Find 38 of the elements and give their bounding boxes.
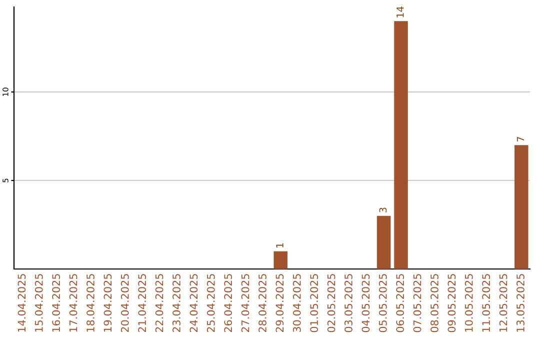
x-tick-label: 24.04.2025: [190, 274, 198, 332]
x-tick-label: 28.04.2025: [258, 274, 266, 332]
x-tick-label: 11.05.2025: [482, 274, 490, 332]
bar: [376, 216, 391, 269]
bar: [514, 145, 528, 269]
x-tick-label: 01.05.2025: [310, 274, 318, 332]
data-label: 1: [276, 243, 284, 248]
x-tick-label: 18.04.2025: [86, 274, 94, 332]
x-tick-label: 17.04.2025: [69, 274, 78, 332]
bar: [394, 21, 408, 269]
x-tick-label: 09.05.2025: [448, 274, 456, 332]
data-label: 14: [396, 6, 404, 18]
bar: [274, 251, 288, 269]
x-tick-label: 27.04.2025: [241, 274, 250, 332]
data-label: 3: [379, 208, 387, 212]
x-tick-label: 05.05.2025: [378, 274, 387, 332]
x-tick-label: 13.05.2025: [516, 274, 524, 332]
x-tick-label: 06.05.2025: [396, 274, 404, 332]
x-tick-label: 14.04.2025: [18, 274, 26, 332]
x-tick-label: 23.04.2025: [172, 274, 180, 332]
x-tick-label: 10.05.2025: [464, 274, 473, 332]
x-tick-label: 02.05.2025: [327, 274, 336, 332]
x-tick-label: 20.04.2025: [120, 274, 129, 332]
x-tick-label: 08.05.2025: [430, 274, 438, 332]
x-tick-label: 19.04.2025: [104, 274, 112, 332]
x-tick-label: 21.04.2025: [138, 274, 146, 332]
x-tick-label: 22.04.2025: [155, 274, 164, 332]
x-tick-label: 12.05.2025: [499, 274, 508, 332]
x-tick-label: 15.04.2025: [34, 274, 43, 332]
data-label: 7: [516, 136, 524, 142]
x-tick-label: 04.05.2025: [362, 274, 370, 332]
x-tick-label: 03.05.2025: [344, 274, 352, 332]
x-tick-label: 30.04.2025: [292, 274, 301, 332]
x-tick-label: 29.04.2025: [276, 274, 284, 332]
x-tick-label: 07.05.2025: [413, 274, 422, 332]
x-tick-label: 16.04.2025: [52, 274, 60, 332]
x-tick-label: 26.04.2025: [224, 274, 232, 332]
x-tick-label: 25.04.2025: [206, 274, 215, 332]
